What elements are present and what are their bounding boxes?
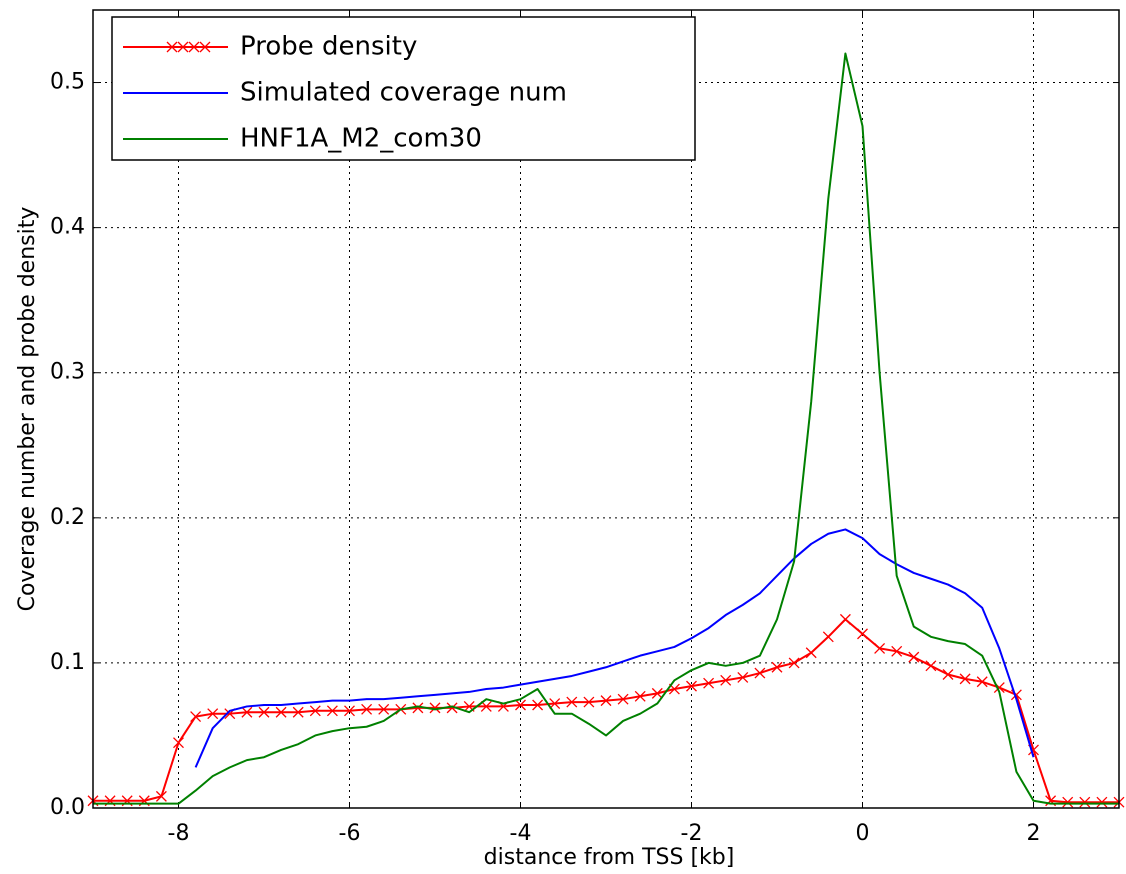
series-marker: [908, 651, 920, 663]
series-line: [93, 618, 1119, 804]
series-marker: [839, 613, 851, 625]
series-marker: [720, 674, 732, 686]
series-marker: [241, 706, 253, 718]
y-tick-label: 0.4: [50, 215, 85, 240]
series-marker: [258, 706, 270, 718]
series-marker: [173, 737, 184, 749]
series-marker: [292, 706, 304, 718]
series-marker: [309, 705, 321, 717]
legend-swatch-marker: [199, 41, 211, 53]
series-marker: [703, 677, 715, 689]
series-marker: [976, 676, 988, 688]
series-marker: [1079, 796, 1091, 808]
y-axis-label: Coverage number and probe density: [15, 207, 40, 612]
y-tick-label: 0.1: [50, 650, 85, 675]
series-marker: [566, 696, 578, 708]
x-tick-label: 0: [856, 821, 870, 846]
x-tick-label: -2: [681, 821, 703, 846]
series-marker: [891, 645, 903, 657]
plot-frame: [92, 9, 1120, 809]
legend-label: Probe density: [240, 32, 417, 62]
legend-swatch-marker: [177, 41, 189, 53]
series-marker: [1062, 796, 1074, 808]
series-marker: [480, 700, 492, 712]
series-marker: [925, 660, 937, 672]
series-marker: [651, 687, 663, 699]
legend-box: [111, 16, 696, 161]
series-marker: [532, 699, 544, 711]
series-marker: [959, 673, 971, 685]
y-tick-label: 0.2: [50, 505, 85, 530]
series-marker: [874, 642, 886, 654]
series-marker: [771, 661, 783, 673]
series-marker: [822, 631, 834, 643]
x-tick-label: -4: [510, 821, 532, 846]
x-tick-label: 2: [1027, 821, 1041, 846]
x-tick-label: -6: [339, 821, 361, 846]
series-marker: [190, 711, 202, 723]
y-tick-label: 0.5: [50, 70, 85, 95]
series-marker: [344, 705, 355, 717]
x-axis-label: distance from TSS [kb]: [484, 845, 735, 870]
series-marker: [515, 699, 526, 711]
series-marker: [583, 696, 595, 708]
series-marker: [207, 708, 219, 720]
series-marker: [549, 698, 561, 709]
series-marker: [275, 706, 287, 718]
series-marker: [412, 702, 424, 714]
series-marker: [805, 647, 817, 659]
series-marker: [361, 703, 373, 715]
series-marker: [686, 680, 697, 692]
series-marker: [429, 702, 441, 714]
y-tick-label: 0.3: [50, 360, 85, 385]
series-marker: [788, 657, 800, 669]
series-marker: [754, 667, 766, 679]
series-line: [194, 528, 1035, 768]
series-marker: [942, 669, 954, 680]
legend-label: HNF1A_M2_com30: [240, 124, 482, 154]
legend-swatch-marker: [188, 41, 200, 53]
legend-swatch-marker: [166, 41, 178, 53]
series-marker: [737, 671, 749, 683]
legend-label: Simulated coverage num: [240, 78, 567, 108]
series-marker: [857, 628, 868, 640]
series-marker: [617, 693, 629, 705]
series-marker: [634, 690, 646, 702]
series-marker: [155, 790, 167, 802]
series-marker: [446, 702, 458, 714]
y-tick-label: 0.0: [50, 795, 85, 820]
series-marker: [326, 705, 338, 717]
series-marker: [1096, 796, 1108, 808]
series-marker: [378, 703, 390, 715]
series-marker: [600, 695, 612, 707]
x-tick-label: -8: [168, 821, 190, 846]
series-line: [93, 52, 1119, 805]
